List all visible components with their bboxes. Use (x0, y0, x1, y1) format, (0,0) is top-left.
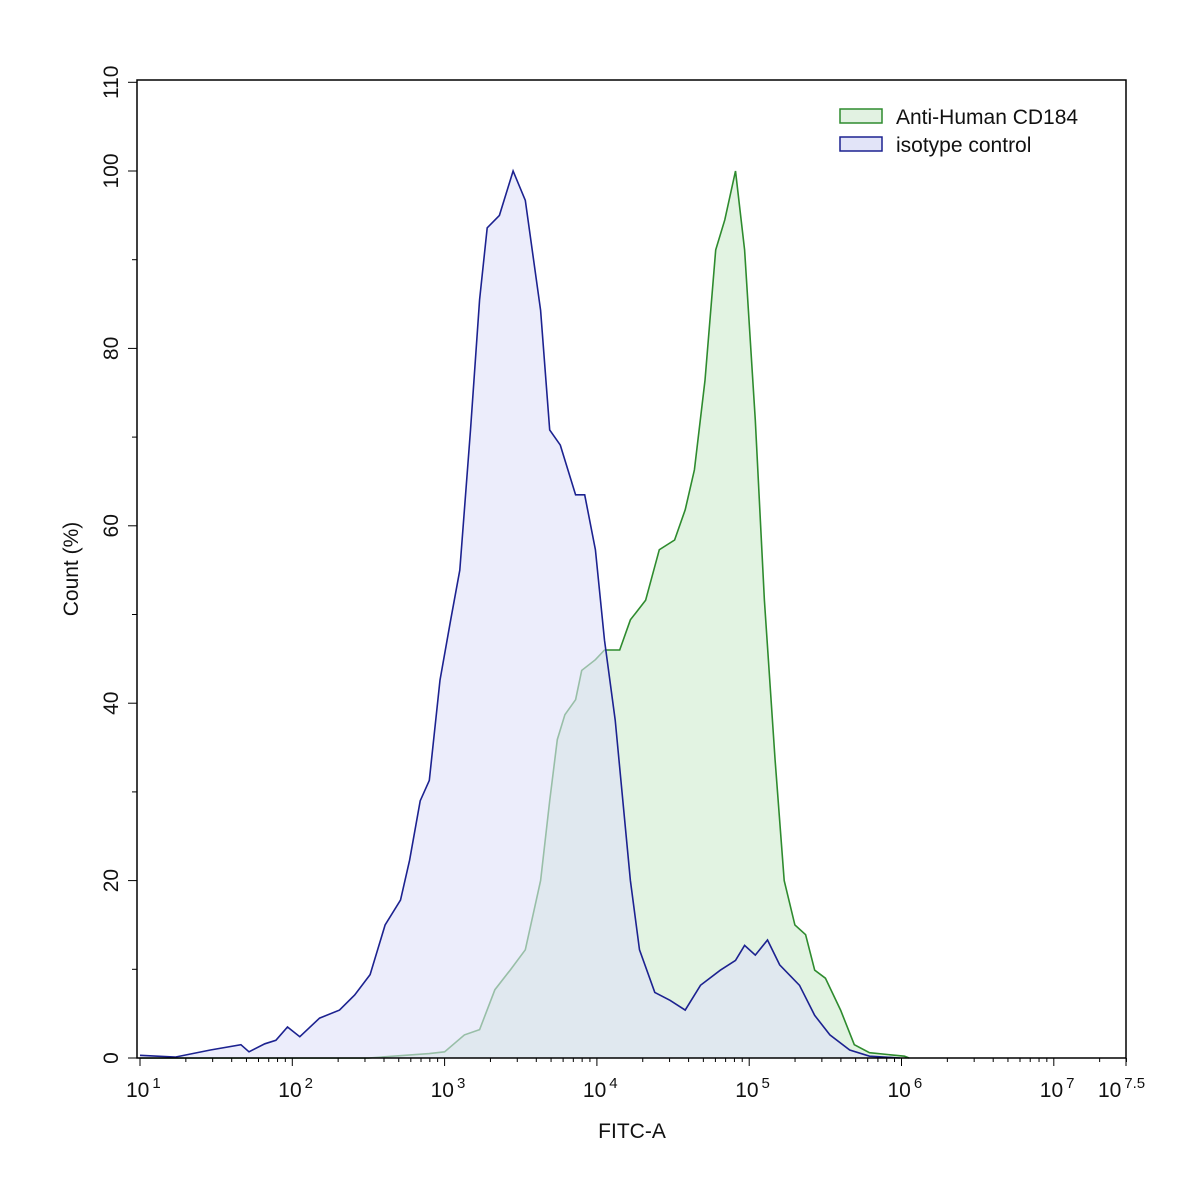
x-axis: 10 1 10 2 10 3 10 4 10 5 10 6 10 7 10 7.5 (126, 1058, 1145, 1102)
area-isotype (140, 171, 900, 1058)
legend-swatch-isotype (839, 136, 883, 152)
x-tick-label: 10 1 (126, 1075, 161, 1102)
x-tick-label: 10 2 (278, 1075, 313, 1102)
y-tick-label: 80 (100, 337, 123, 360)
line-isotype (139, 168, 901, 1059)
x-tick-label: 10 3 (431, 1075, 466, 1102)
y-tick-label: 110 (100, 66, 123, 99)
legend-label-isotype: isotype control (896, 134, 1031, 157)
x-tick-label: 10 6 (888, 1075, 923, 1102)
series-areas (139, 168, 910, 1059)
y-tick-label: 40 (100, 692, 123, 715)
y-axis: 0 20 40 60 80 100 110 (100, 66, 137, 1064)
x-tick-label: 10 5 (735, 1075, 770, 1102)
y-tick-label: 0 (100, 1052, 123, 1064)
y-tick-label: 100 (100, 153, 123, 188)
legend-label-cd184: Anti-Human CD184 (896, 106, 1078, 129)
plot-frame (136, 79, 1127, 1059)
x-tick-label: 10 7 (1040, 1075, 1075, 1102)
x-tick-label: 10 4 (583, 1075, 618, 1102)
legend-swatch-cd184 (839, 108, 883, 124)
y-axis-label: Count (%) (60, 522, 83, 617)
x-tick-label: 10 7.5 (1098, 1075, 1145, 1102)
legend: Anti-Human CD184 isotype control (839, 106, 1078, 157)
y-tick-label: 20 (100, 869, 123, 892)
area-cd184 (140, 171, 910, 1058)
y-tick-label: 60 (100, 514, 123, 537)
x-axis-label: FITC-A (598, 1120, 666, 1143)
